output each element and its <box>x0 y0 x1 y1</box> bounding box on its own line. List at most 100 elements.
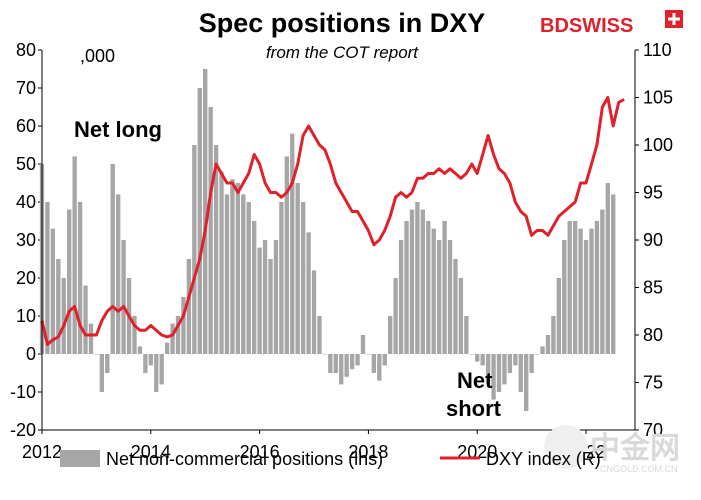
left-axis-unit: ,000 <box>80 46 115 66</box>
x-tick-label: 2012 <box>22 442 62 462</box>
bar <box>496 354 502 392</box>
bar <box>431 228 436 354</box>
bar <box>589 228 594 354</box>
bar <box>518 354 523 392</box>
bar <box>143 354 148 373</box>
bar <box>453 259 458 354</box>
bar <box>333 354 338 373</box>
watermark-text: 中金网 <box>590 431 680 465</box>
bar <box>404 221 409 354</box>
bar <box>388 316 393 354</box>
left-tick-label: 40 <box>16 192 36 212</box>
bar <box>420 209 426 354</box>
bar <box>175 316 181 354</box>
left-tick-label: -10 <box>10 382 36 402</box>
bar <box>181 297 186 354</box>
bar <box>458 278 464 354</box>
bar <box>426 221 431 354</box>
bar <box>67 209 72 354</box>
annotation-net-short-line2: short <box>446 396 502 421</box>
right-axis-ticks: 70 75 80 85 90 95 100 105 110 <box>635 40 673 440</box>
watermark-logo-icon <box>544 425 588 469</box>
bar <box>88 323 94 354</box>
bar <box>148 354 153 366</box>
bar <box>311 270 317 354</box>
bar <box>105 354 110 373</box>
left-tick-label: 60 <box>16 116 36 136</box>
bar <box>203 69 208 354</box>
bar <box>502 354 507 385</box>
bar <box>121 240 126 354</box>
watermark-url: CNGOLD.COM.CN <box>600 464 678 474</box>
left-tick-label: 80 <box>16 40 36 60</box>
brand-logo: BDSWISS <box>540 10 683 37</box>
bar <box>507 354 513 373</box>
bar <box>208 107 213 354</box>
left-tick-label: 30 <box>16 230 36 250</box>
bar <box>295 183 300 354</box>
bar <box>197 88 202 354</box>
right-tick-label: 70 <box>643 420 663 440</box>
bar <box>377 354 382 381</box>
x-tick-label: 2016 <box>240 442 280 462</box>
annotation-net-long: Net long <box>74 117 162 142</box>
right-tick-label: 75 <box>643 373 663 393</box>
bar <box>578 228 583 354</box>
bar <box>534 354 540 355</box>
x-tick-label: 2018 <box>348 442 388 462</box>
bar <box>262 240 268 354</box>
bar <box>279 202 284 354</box>
bar <box>475 354 480 362</box>
right-tick-label: 105 <box>643 88 673 108</box>
bar <box>529 354 534 373</box>
bar <box>556 278 562 354</box>
bar <box>469 354 474 355</box>
bar <box>355 354 360 366</box>
line-series <box>40 96 625 346</box>
bar <box>159 354 164 385</box>
left-tick-label: -20 <box>10 420 36 440</box>
bar <box>485 354 491 385</box>
left-tick-label: 50 <box>16 154 36 174</box>
bar <box>513 354 518 366</box>
bar <box>164 342 170 354</box>
bar-series <box>39 69 616 411</box>
right-tick-label: 90 <box>643 230 663 250</box>
right-tick-label: 85 <box>643 278 663 298</box>
legend-bar-swatch <box>60 450 100 467</box>
legend: Net non-commercial positions (lhs) DXY i… <box>60 449 601 469</box>
bar <box>241 194 246 354</box>
bar <box>268 259 273 354</box>
left-axis-ticks: -20 -10 0 10 20 30 40 50 60 70 80 <box>10 40 42 440</box>
bar <box>251 221 257 354</box>
bar <box>94 354 99 355</box>
right-tick-label: 110 <box>643 40 672 60</box>
bar <box>600 209 605 354</box>
bar <box>545 335 551 354</box>
bar <box>137 346 143 354</box>
bar <box>328 354 333 373</box>
bar <box>170 323 175 354</box>
bar <box>415 202 420 354</box>
bar <box>339 354 344 385</box>
bar <box>273 240 279 354</box>
bar <box>611 194 616 354</box>
bar <box>77 202 83 354</box>
bar <box>447 240 453 354</box>
bar <box>246 202 251 354</box>
bar <box>480 354 485 366</box>
bar <box>284 156 289 354</box>
bar <box>360 335 366 354</box>
dxy-line <box>40 96 625 346</box>
bar <box>464 316 469 354</box>
watermark: 中金网 CNGOLD.COM.CN <box>544 425 680 474</box>
bar <box>213 145 219 354</box>
bar <box>83 285 88 354</box>
x-tick-label: 2014 <box>131 442 171 462</box>
bar <box>300 202 306 354</box>
bar <box>442 221 447 354</box>
right-tick-label: 100 <box>643 135 673 155</box>
right-tick-label: 80 <box>643 325 663 345</box>
bar <box>50 228 56 354</box>
